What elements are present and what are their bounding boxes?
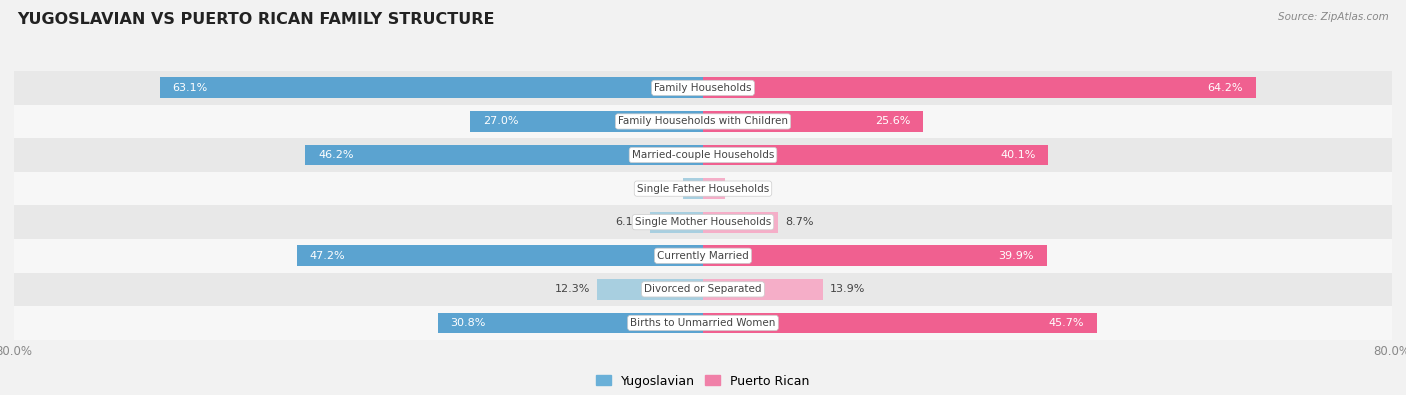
- Bar: [305, 145, 703, 166]
- Text: Married-couple Households: Married-couple Households: [631, 150, 775, 160]
- Bar: [703, 245, 1046, 266]
- Text: 25.6%: 25.6%: [875, 117, 911, 126]
- Text: Family Households with Children: Family Households with Children: [619, 117, 787, 126]
- Text: 30.8%: 30.8%: [451, 318, 486, 328]
- Text: 40.1%: 40.1%: [1000, 150, 1035, 160]
- Text: Births to Unmarried Women: Births to Unmarried Women: [630, 318, 776, 328]
- Bar: [14, 239, 1392, 273]
- Bar: [703, 145, 1049, 166]
- Bar: [14, 273, 1392, 306]
- Bar: [683, 178, 703, 199]
- Legend: Yugoslavian, Puerto Rican: Yugoslavian, Puerto Rican: [592, 370, 814, 393]
- Bar: [297, 245, 703, 266]
- Bar: [14, 172, 1392, 205]
- Text: 12.3%: 12.3%: [555, 284, 591, 294]
- Bar: [651, 212, 703, 233]
- Text: 47.2%: 47.2%: [309, 251, 344, 261]
- Bar: [437, 312, 703, 333]
- Text: 13.9%: 13.9%: [830, 284, 865, 294]
- Bar: [703, 212, 778, 233]
- Bar: [160, 77, 703, 98]
- Bar: [14, 105, 1392, 138]
- Bar: [703, 111, 924, 132]
- Text: 39.9%: 39.9%: [998, 251, 1033, 261]
- Bar: [14, 205, 1392, 239]
- Text: YUGOSLAVIAN VS PUERTO RICAN FAMILY STRUCTURE: YUGOSLAVIAN VS PUERTO RICAN FAMILY STRUC…: [17, 12, 495, 27]
- Bar: [703, 178, 725, 199]
- Text: 27.0%: 27.0%: [484, 117, 519, 126]
- Bar: [14, 138, 1392, 172]
- Text: 2.3%: 2.3%: [648, 184, 676, 194]
- Bar: [703, 77, 1256, 98]
- Bar: [703, 279, 823, 300]
- Text: 6.1%: 6.1%: [616, 217, 644, 227]
- Bar: [14, 306, 1392, 340]
- Text: 63.1%: 63.1%: [173, 83, 208, 93]
- Bar: [703, 312, 1097, 333]
- Text: Single Father Households: Single Father Households: [637, 184, 769, 194]
- Bar: [598, 279, 703, 300]
- Text: Source: ZipAtlas.com: Source: ZipAtlas.com: [1278, 12, 1389, 22]
- Text: 45.7%: 45.7%: [1047, 318, 1084, 328]
- Text: Currently Married: Currently Married: [657, 251, 749, 261]
- Text: 2.6%: 2.6%: [733, 184, 761, 194]
- Text: Family Households: Family Households: [654, 83, 752, 93]
- Text: 8.7%: 8.7%: [785, 217, 813, 227]
- Bar: [471, 111, 703, 132]
- Text: 46.2%: 46.2%: [318, 150, 353, 160]
- Text: Divorced or Separated: Divorced or Separated: [644, 284, 762, 294]
- Bar: [14, 71, 1392, 105]
- Text: Single Mother Households: Single Mother Households: [636, 217, 770, 227]
- Text: 64.2%: 64.2%: [1208, 83, 1243, 93]
